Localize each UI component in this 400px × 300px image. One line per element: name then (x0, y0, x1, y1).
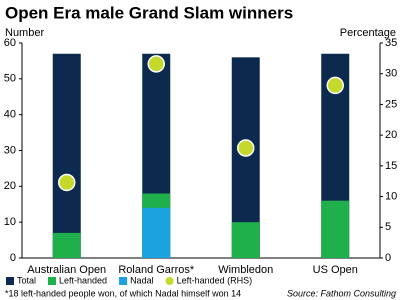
legend-swatch (119, 277, 128, 285)
legend-swatch (165, 277, 174, 285)
marker (326, 76, 344, 95)
legend-label: Total (17, 275, 36, 285)
y2-tick-label: 25 (385, 98, 397, 110)
y2-tick-label: 20 (385, 129, 397, 141)
x-tick-label: Roland Garros* (118, 264, 195, 276)
legend-label: Nadal (130, 275, 154, 285)
x-tick-label: US Open (313, 264, 358, 276)
y-tick-label: 40 (4, 109, 16, 121)
y2-tick-label: 30 (385, 68, 397, 80)
x-tick-label: Australian Open (27, 264, 106, 276)
bar (52, 232, 81, 258)
y2-tick-label: 5 (385, 221, 391, 233)
y-tick-label: 60 (4, 37, 16, 49)
bar (321, 200, 350, 258)
marker (237, 139, 255, 157)
legend-label: Left-handed (RHS) (177, 275, 253, 285)
y-tick-label: 50 (4, 73, 16, 85)
y-tick-label: 0 (10, 252, 16, 264)
x-tick-label: Wimbledon (218, 264, 273, 276)
y2-tick-label: 0 (385, 252, 391, 264)
source: Source: Fathom Consulting (287, 288, 396, 298)
y2-tick-label: 10 (385, 190, 397, 202)
y2-tick-label: 35 (385, 37, 397, 49)
chart-title: Open Era male Grand Slam winners (5, 3, 293, 22)
y2-tick-label: 15 (385, 160, 397, 172)
bar (142, 207, 171, 258)
y-tick-label: 30 (4, 144, 16, 156)
legend-label: Left-handed (59, 275, 107, 285)
bar (52, 53, 81, 258)
legend-swatch (48, 277, 57, 285)
bar (231, 222, 260, 258)
marker (147, 55, 165, 73)
y2-axis-label: Percentage (340, 27, 396, 39)
legend-swatch (6, 277, 14, 285)
footnote: *18 left-handed people won, of which Nad… (5, 288, 241, 298)
y-tick-label: 10 (4, 216, 16, 228)
marker (58, 173, 76, 192)
y-tick-label: 20 (4, 180, 16, 192)
y-axis-label: Number (5, 27, 44, 39)
